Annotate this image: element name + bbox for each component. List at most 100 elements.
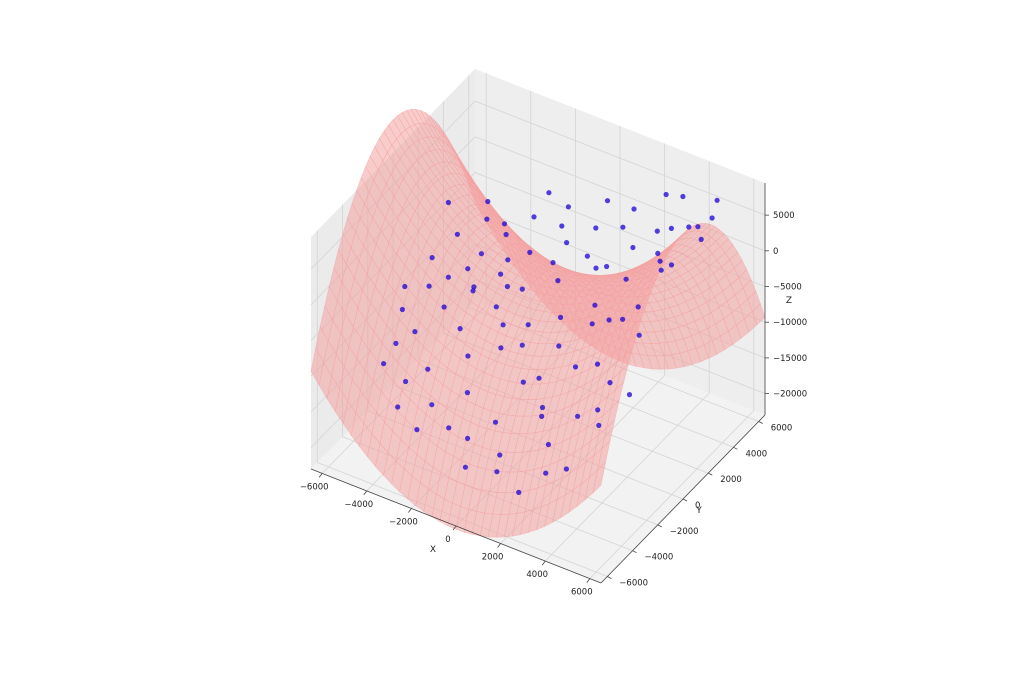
z-tick-label: 0 [773, 247, 778, 257]
data-point [606, 317, 612, 323]
y-tick-label: 6000 [771, 424, 793, 434]
y-tick-label: 4000 [746, 449, 768, 459]
data-point [596, 422, 602, 428]
data-point [565, 204, 572, 210]
data-point [564, 240, 570, 246]
y-gridline [316, 230, 608, 577]
x-tick-label: −6000 [300, 482, 329, 492]
data-point [465, 353, 471, 359]
y-tick [657, 524, 662, 528]
data-point [559, 223, 565, 229]
data-point [620, 224, 626, 230]
data-point [563, 466, 570, 472]
data-point [520, 379, 526, 385]
data-point [519, 342, 525, 348]
x-tick [586, 578, 591, 583]
data-point [594, 361, 601, 367]
data-point [539, 413, 545, 419]
data-point [620, 316, 626, 322]
y-tick [758, 421, 763, 424]
data-point [485, 198, 491, 205]
data-point [556, 343, 562, 349]
x-tick [452, 525, 457, 531]
y-tick [682, 498, 688, 502]
data-point [657, 258, 663, 264]
data-point [626, 392, 633, 398]
y-tick-label: −4000 [645, 553, 674, 563]
data-point [709, 215, 715, 221]
data-point [558, 314, 564, 320]
z-tick-label: −15000 [773, 354, 807, 364]
data-point [454, 231, 460, 237]
y-tick-label: 2000 [720, 475, 742, 485]
data-point [446, 425, 452, 431]
data-point [484, 216, 490, 222]
data-point [464, 390, 470, 396]
data-point [527, 249, 533, 255]
y-tick [607, 576, 612, 579]
data-point [462, 464, 468, 470]
data-point [663, 191, 669, 198]
data-point [395, 404, 401, 410]
data-point [478, 251, 484, 257]
data-point [465, 266, 471, 272]
data-point [393, 340, 399, 346]
y-tick-label: −6000 [619, 579, 648, 589]
data-point [550, 260, 556, 266]
data-point [546, 190, 552, 196]
data-point [584, 253, 591, 259]
z-axis-label: Z [786, 296, 792, 306]
data-point [607, 380, 613, 386]
data-point [695, 224, 701, 230]
data-point [471, 284, 477, 290]
data-point [525, 322, 531, 328]
data-point [503, 231, 509, 238]
data-point [668, 262, 675, 268]
y-tick-label: 0 [695, 501, 700, 511]
tick-labels-layer: −6000−4000−20000200040006000−6000−4000−2… [300, 211, 807, 597]
data-point [545, 441, 552, 448]
data-point [572, 364, 579, 370]
x-tick-label: 6000 [571, 588, 593, 598]
x-tick [541, 560, 546, 566]
y-tick [632, 550, 637, 554]
points-layer [381, 190, 720, 495]
data-point [505, 257, 511, 263]
data-point [698, 236, 704, 242]
data-point [631, 206, 637, 212]
data-point [623, 276, 629, 282]
data-point [470, 288, 476, 294]
data-point [593, 265, 599, 271]
data-point [686, 224, 692, 230]
x-tick [408, 508, 412, 513]
data-point [445, 274, 451, 280]
data-point [381, 361, 387, 367]
data-point [543, 470, 549, 476]
data-point [636, 332, 642, 338]
data-point [635, 304, 641, 310]
data-point [504, 283, 510, 290]
data-point [402, 283, 408, 290]
x-tick-label: −2000 [389, 518, 418, 528]
data-point [668, 225, 675, 231]
y-tick [733, 446, 738, 450]
data-point [501, 221, 508, 227]
data-point [498, 345, 504, 351]
x-tick-label: 0 [445, 535, 450, 545]
data-point [516, 489, 522, 495]
data-point [593, 225, 599, 231]
data-point [412, 329, 418, 335]
data-point [536, 375, 542, 381]
y-axis-label: Y [695, 506, 702, 516]
data-point [425, 366, 431, 372]
data-point [414, 427, 420, 433]
data-point [441, 304, 447, 310]
z-tick-label: −5000 [773, 283, 802, 293]
data-point [555, 278, 561, 284]
z-tick-label: −10000 [773, 318, 807, 328]
z-tick-label: −20000 [773, 390, 807, 400]
z-tick-label: 5000 [773, 211, 795, 221]
data-point [595, 407, 601, 413]
data-point [465, 435, 471, 441]
